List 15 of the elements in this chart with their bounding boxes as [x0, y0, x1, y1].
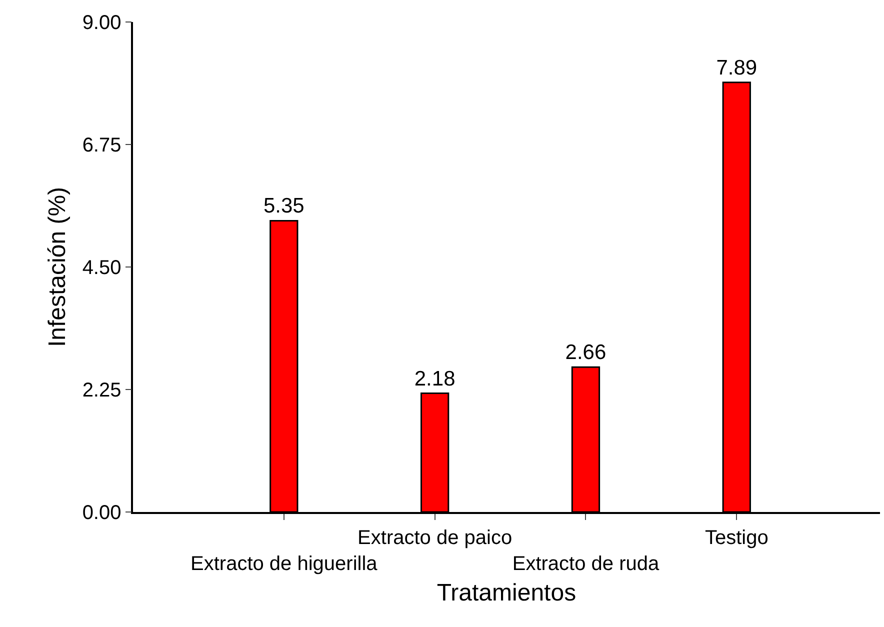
y-tick-label: 4.50 — [82, 257, 122, 279]
data-label: 2.66 — [565, 341, 606, 364]
y-axis-title: Infestación (%) — [44, 186, 71, 348]
y-tick-label: 9.00 — [82, 12, 122, 34]
y-tick-label: 2.25 — [82, 380, 122, 402]
x-tick-label: Extracto de paico — [358, 526, 512, 549]
data-label: 5.35 — [263, 194, 304, 218]
x-tick-label: Extracto de ruda — [512, 552, 660, 575]
x-tick-label: Extracto de higuerilla — [190, 552, 378, 575]
y-tick-label: 0.00 — [82, 502, 122, 524]
y-tick-label: 6.75 — [82, 134, 122, 156]
data-label: 7.89 — [716, 56, 758, 80]
x-axis-title: Tratamientos — [436, 580, 576, 607]
x-tick-label: Testigo — [704, 526, 768, 549]
data-label: 2.18 — [414, 367, 456, 390]
